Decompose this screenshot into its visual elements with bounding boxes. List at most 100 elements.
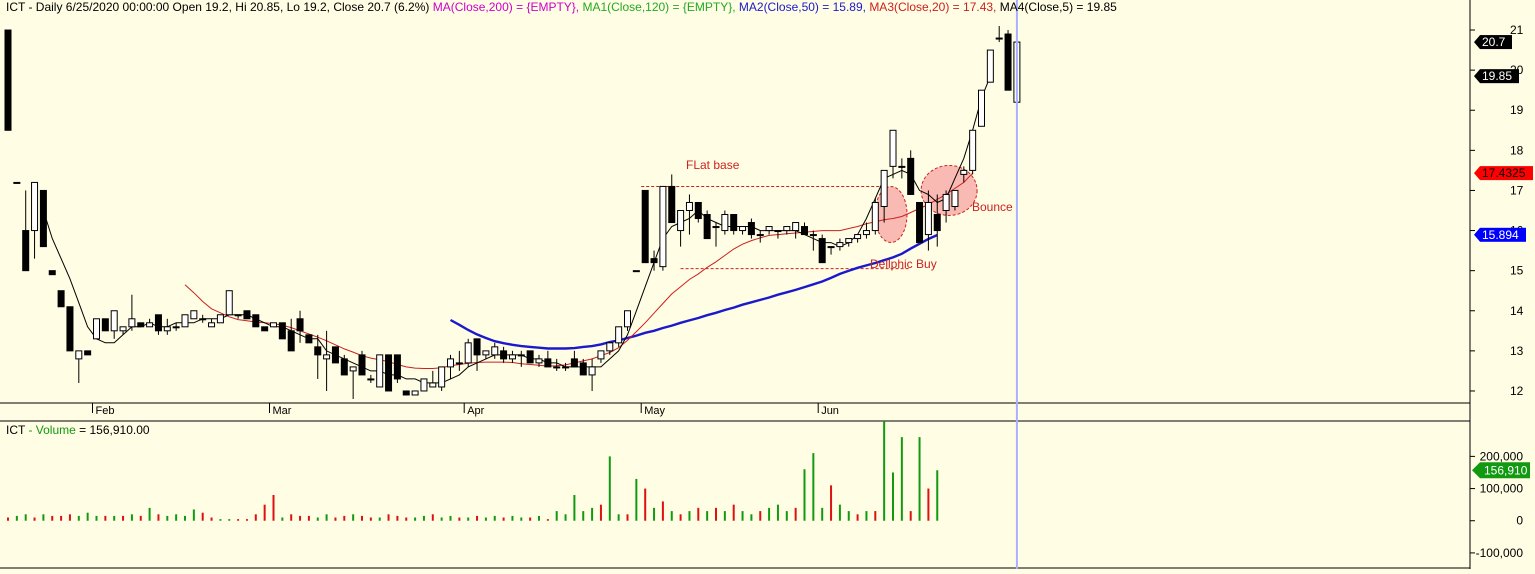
ma20-line xyxy=(184,172,973,369)
candle-body xyxy=(792,222,800,232)
candle-body xyxy=(190,310,198,320)
candle-body xyxy=(774,230,782,233)
price-badge-label: 19.85 xyxy=(1482,69,1512,83)
candle-body xyxy=(517,354,525,357)
candle-body xyxy=(93,318,100,340)
candle-body xyxy=(677,210,685,232)
candle-body xyxy=(668,185,676,224)
candle-body xyxy=(429,382,437,388)
candle-body xyxy=(482,350,490,356)
candle-body xyxy=(500,350,508,360)
candle-body xyxy=(960,169,968,175)
legend-symbol: ICT xyxy=(6,0,26,14)
price-tick-label: 18 xyxy=(1510,143,1524,157)
price-tick-label: 13 xyxy=(1510,344,1524,358)
candle-body xyxy=(438,366,446,388)
delphic-buy-label: Dellphic Buy xyxy=(870,257,937,271)
candle-body xyxy=(349,366,357,372)
candle-body xyxy=(624,310,631,328)
candle-body xyxy=(526,350,534,364)
candle-body xyxy=(756,234,764,237)
candle-body xyxy=(358,354,366,376)
candle-body xyxy=(172,326,180,329)
candle-body xyxy=(570,358,578,368)
price-tick-label: 21 xyxy=(1510,23,1524,37)
candle-body xyxy=(739,226,747,232)
candle-body xyxy=(22,230,30,272)
volume-legend-value: = 156,910.00 xyxy=(75,423,150,437)
candle-body xyxy=(48,270,56,276)
legend-ma5: MA4(Close,5) = 19.85 xyxy=(999,0,1117,14)
price-tick-label: 15 xyxy=(1510,264,1524,278)
candle-body xyxy=(986,49,994,83)
candle-body xyxy=(261,326,269,332)
candle-body xyxy=(39,189,47,248)
legend-ma200: MA(Close,200) = {EMPTY}, xyxy=(432,0,580,14)
price-badge-arrow xyxy=(1474,227,1480,242)
candle-body xyxy=(969,129,977,171)
price-badge-label: 20.7 xyxy=(1482,35,1506,49)
flat-base-label: FLat base xyxy=(686,158,740,172)
candle-body xyxy=(287,330,295,352)
volume-legend-symbol: ICT xyxy=(6,423,26,437)
candle-body xyxy=(252,314,260,328)
candle-body xyxy=(818,238,826,264)
legend-ma120: MA1(Close,120) = {EMPTY}, xyxy=(582,0,736,14)
candle-body xyxy=(1004,33,1012,91)
candle-body xyxy=(402,390,410,396)
candle-body xyxy=(783,226,791,232)
candle-body xyxy=(4,29,12,131)
candle-body xyxy=(181,314,189,328)
candle-body xyxy=(615,326,623,344)
candle-body xyxy=(66,306,74,352)
candle-body xyxy=(491,346,499,356)
candle-body xyxy=(650,258,658,264)
candle-body xyxy=(694,201,702,220)
candle-body xyxy=(836,242,844,248)
volume-legend-label: - Volume xyxy=(25,423,76,437)
candle-body xyxy=(278,322,286,340)
volume-tick-label: 200,000 xyxy=(1480,449,1524,463)
price-badge-arrow xyxy=(1474,166,1480,181)
x-tick-label: May xyxy=(644,405,665,417)
candle-body xyxy=(889,129,897,167)
price-tick-label: 19 xyxy=(1510,103,1524,117)
bounce-label: Bounce xyxy=(972,200,1013,214)
candle-body xyxy=(305,334,313,344)
volume-tick-label: -100,000 xyxy=(1476,546,1524,560)
price-legend: ICT - Daily 6/25/2020 00:00:00 Open 19.2… xyxy=(6,0,1117,14)
candle-body xyxy=(659,185,667,268)
candle-body xyxy=(128,318,136,328)
candle-body xyxy=(827,246,835,249)
candle-body xyxy=(588,366,596,376)
candle-body xyxy=(154,314,162,332)
candle-body xyxy=(323,354,331,360)
candle-body xyxy=(331,346,339,364)
candle-body xyxy=(942,193,950,211)
candle-body xyxy=(13,181,21,184)
candle-body xyxy=(730,214,738,232)
volume-badge-bg xyxy=(1480,462,1530,479)
candle-body xyxy=(924,201,932,236)
price-badge-bg xyxy=(1480,35,1512,50)
price-badge-bg xyxy=(1480,69,1519,84)
price-badge-bg xyxy=(1480,166,1533,181)
x-tick-label: Mar xyxy=(273,405,292,417)
candle-body xyxy=(314,346,322,356)
price-badge-label: 17.4325 xyxy=(1482,166,1526,180)
price-badge-arrow xyxy=(1474,69,1480,84)
candle-body xyxy=(57,290,65,308)
candle-body xyxy=(199,318,207,321)
price-tick-label: 12 xyxy=(1510,384,1524,398)
candle-body xyxy=(978,89,985,127)
volume-tick-label: 0 xyxy=(1516,514,1523,528)
candle-body xyxy=(234,314,242,317)
delphic-highlight xyxy=(874,186,908,244)
candle-body xyxy=(243,310,251,320)
candle-body xyxy=(809,234,817,237)
candle-body xyxy=(703,214,711,240)
candle-body xyxy=(367,378,375,381)
candle-body xyxy=(225,290,233,316)
